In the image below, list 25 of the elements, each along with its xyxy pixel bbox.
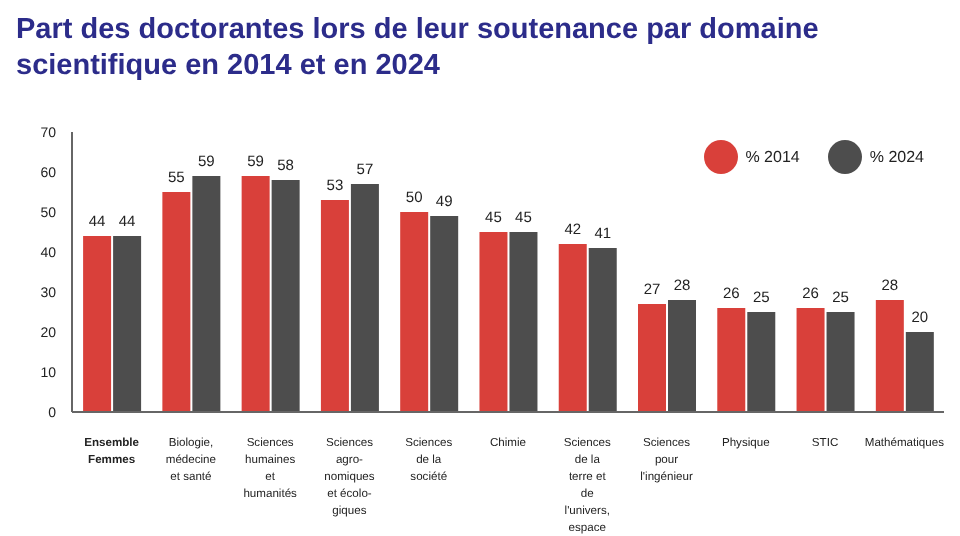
chart-title: Part des doctorantes lors de leur soutenance par domaine scientifique en 2014 et en 2024 [16, 12, 821, 84]
bar [241, 176, 270, 412]
bar [875, 300, 904, 412]
bar [430, 216, 459, 412]
bar [83, 236, 112, 412]
bar [826, 312, 855, 412]
bar [905, 332, 934, 412]
bar [558, 244, 587, 412]
bar [796, 308, 825, 412]
bar [162, 192, 191, 412]
bar [668, 300, 697, 412]
bar [192, 176, 221, 412]
bar [717, 308, 746, 412]
bar [320, 200, 349, 412]
bar [509, 232, 538, 412]
bar [271, 180, 300, 412]
bar [350, 184, 379, 412]
bar [479, 232, 508, 412]
bar [588, 248, 617, 412]
bar [113, 236, 142, 412]
bar [400, 212, 429, 412]
legend-label: % 2024 [869, 148, 924, 166]
bar [747, 312, 776, 412]
legend-label: % 2014 [745, 148, 800, 166]
bar [638, 304, 667, 412]
